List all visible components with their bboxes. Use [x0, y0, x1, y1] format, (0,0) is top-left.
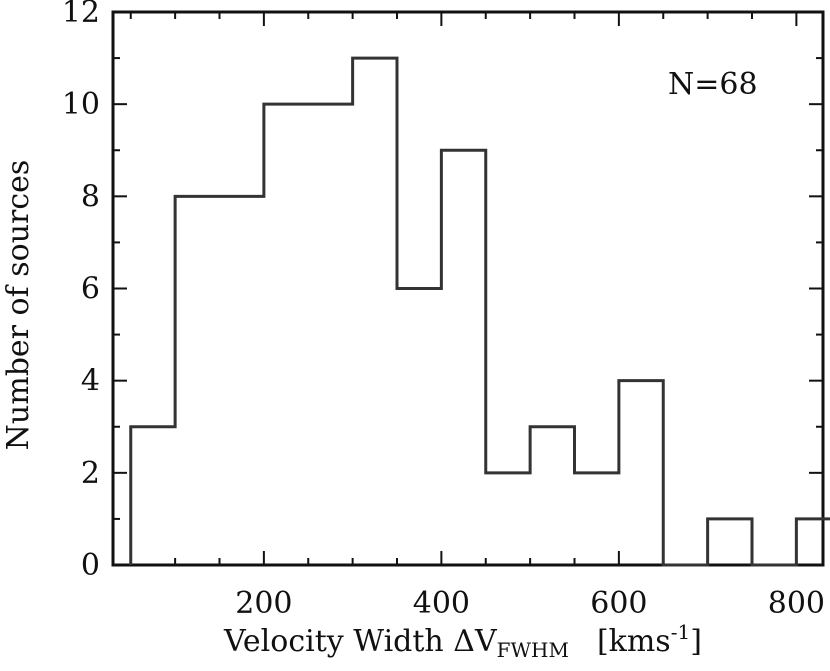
histogram-bin: [308, 104, 352, 565]
histogram-bin: [530, 427, 574, 565]
histogram-bin: [131, 427, 175, 565]
x-axis-title-subscript: FWHM: [497, 638, 569, 662]
x-axis-title-unit-sup: -1: [671, 620, 690, 644]
histogram-bin: [441, 150, 485, 565]
x-tick-labels: 200 400 600 800: [235, 586, 825, 621]
x-tick-label: 400: [413, 586, 470, 621]
x-tick-label: 600: [590, 586, 647, 621]
x-axis-title-main: Velocity Width ΔV: [223, 624, 498, 659]
annotation-n: N=68: [668, 67, 758, 102]
histogram-bin: [796, 519, 830, 565]
histogram-bin: [708, 519, 752, 565]
histogram-bin: [220, 196, 264, 565]
histogram-bin: [575, 473, 619, 565]
x-axis-title: Velocity Width ΔVFWHM [kms-1]: [223, 620, 702, 662]
histogram-bin: [619, 381, 663, 565]
x-tick-label: 200: [235, 586, 292, 621]
x-axis-title-unit-close: ]: [690, 624, 702, 659]
y-tick-label: 4: [81, 364, 100, 399]
y-tick-label: 10: [62, 87, 100, 122]
histogram-bin: [264, 104, 308, 565]
x-axis-title-unit: [kms: [597, 624, 671, 659]
histogram-bin: [397, 289, 441, 566]
y-tick-label: 0: [81, 548, 100, 583]
histogram-bin: [486, 473, 530, 565]
axis-ticks: [113, 11, 823, 566]
y-axis-title: Number of sources: [1, 160, 36, 451]
y-tick-label: 12: [62, 0, 100, 30]
histogram-bin: [353, 58, 397, 565]
y-tick-labels: 0 2 4 6 8 10 12: [62, 0, 100, 583]
y-tick-label: 6: [81, 272, 100, 307]
histogram-outline: [129, 56, 830, 567]
y-tick-label: 2: [81, 456, 100, 491]
histogram-bins: [131, 58, 830, 565]
histogram-bin: [175, 196, 219, 565]
y-tick-label: 8: [81, 179, 100, 214]
x-tick-label: 800: [768, 586, 825, 621]
